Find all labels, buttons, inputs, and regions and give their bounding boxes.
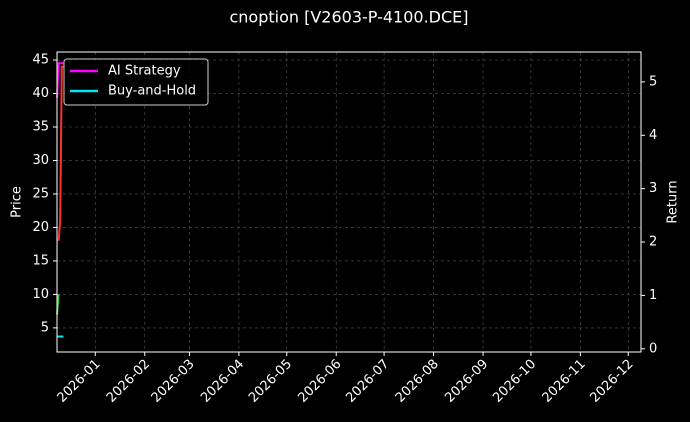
y-tick-label: 20 bbox=[32, 220, 49, 235]
y-tick-label: 40 bbox=[32, 86, 49, 101]
y-axis-label: Price bbox=[10, 186, 25, 218]
y-tick-label: 25 bbox=[32, 186, 49, 201]
plot-frame bbox=[56, 51, 642, 353]
y-tick-label: 35 bbox=[32, 120, 49, 135]
y2-axis-label: Return bbox=[666, 180, 681, 223]
y-tick-label: 10 bbox=[32, 287, 49, 302]
series-line bbox=[56, 62, 64, 98]
legend-label: AI Strategy bbox=[108, 64, 181, 79]
y2-tick-label: 2 bbox=[649, 235, 657, 250]
series-line bbox=[57, 65, 64, 241]
legend-label: Buy-and-Hold bbox=[108, 84, 196, 99]
y2-tick-label: 3 bbox=[649, 181, 657, 196]
y-tick-label: 15 bbox=[32, 253, 49, 268]
y2-tick-label: 5 bbox=[649, 74, 657, 89]
legend-box bbox=[63, 58, 209, 106]
y-tick-label: 45 bbox=[32, 53, 49, 68]
y2-tick-label: 1 bbox=[649, 288, 657, 303]
y2-tick-label: 0 bbox=[649, 341, 657, 356]
y2-tick-label: 4 bbox=[649, 128, 657, 143]
y-tick-label: 5 bbox=[41, 320, 49, 335]
chart-title: cnoption [V2603-P-4100.DCE] bbox=[229, 8, 468, 27]
y-tick-label: 30 bbox=[32, 153, 49, 168]
